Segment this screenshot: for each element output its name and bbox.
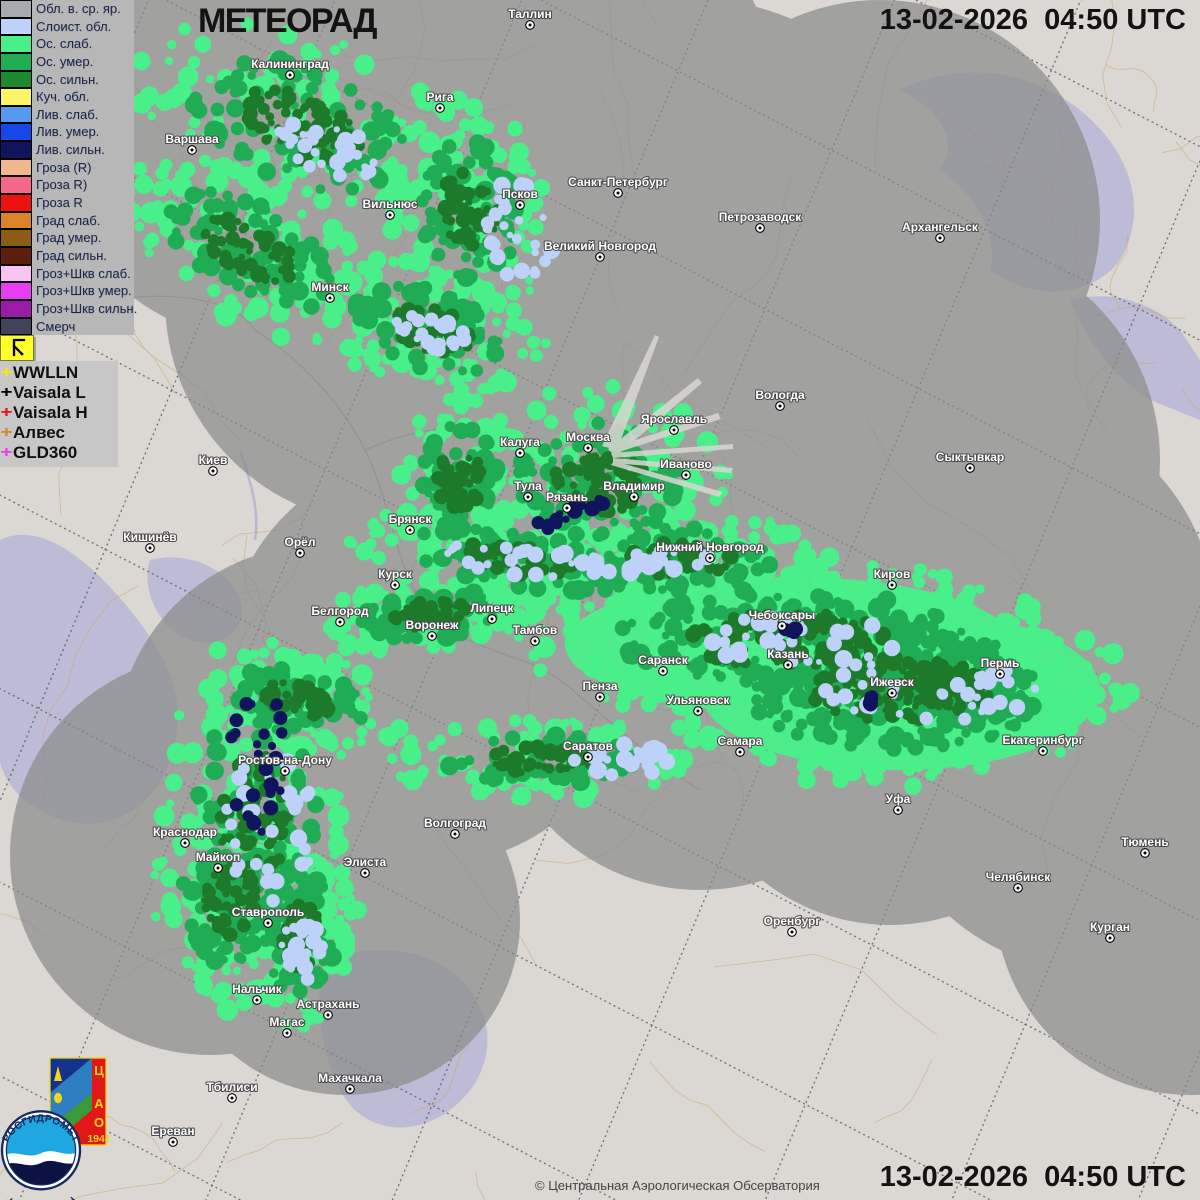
svg-text:Ставрополь: Ставрополь <box>232 905 305 919</box>
svg-text:Ц: Ц <box>94 1063 104 1078</box>
svg-text:Пенза: Пенза <box>582 679 617 693</box>
svg-text:Тбилиси: Тбилиси <box>206 1080 257 1094</box>
svg-text:Варшава: Варшава <box>165 132 219 146</box>
svg-text:Челябинск: Челябинск <box>986 870 1051 884</box>
svg-text:Белгород: Белгород <box>311 604 369 618</box>
svg-text:Иваново: Иваново <box>660 457 712 471</box>
svg-text:Киев: Киев <box>199 453 228 467</box>
svg-text:Тамбов: Тамбов <box>513 623 558 637</box>
svg-text:Уфа: Уфа <box>886 792 911 806</box>
svg-text:Калуга: Калуга <box>500 435 540 449</box>
svg-text:Вологда: Вологда <box>755 388 805 402</box>
svg-text:Чебоксары: Чебоксары <box>749 608 816 622</box>
svg-text:Владимир: Владимир <box>603 479 665 493</box>
svg-text:Ереван: Ереван <box>151 1124 194 1138</box>
svg-text:Тула: Тула <box>514 479 542 493</box>
svg-text:Курган: Курган <box>1090 920 1130 934</box>
svg-text:Саранск: Саранск <box>638 653 688 667</box>
svg-text:Архангельск: Архангельск <box>902 220 979 234</box>
svg-text:Липецк: Липецк <box>470 601 514 615</box>
svg-text:Кишинёв: Кишинёв <box>123 530 176 544</box>
svg-text:Волгоград: Волгоград <box>424 816 486 830</box>
svg-text:Элиста: Элиста <box>344 855 387 869</box>
svg-text:1941: 1941 <box>87 1133 111 1145</box>
svg-text:Воронеж: Воронеж <box>406 618 459 632</box>
svg-text:Астрахань: Астрахань <box>296 997 359 1011</box>
svg-text:Майкоп: Майкоп <box>196 850 241 864</box>
svg-text:Рязань: Рязань <box>546 490 588 504</box>
svg-text:Москва: Москва <box>566 430 610 444</box>
svg-text:Киров: Киров <box>874 567 911 581</box>
svg-text:Вильнюс: Вильнюс <box>362 197 417 211</box>
svg-text:Ижевск: Ижевск <box>870 675 914 689</box>
svg-text:Ярославль: Ярославль <box>641 412 707 426</box>
svg-text:Курск: Курск <box>378 567 413 581</box>
svg-text:Нальчик: Нальчик <box>232 982 283 996</box>
svg-text:Петрозаводск: Петрозаводск <box>719 210 803 224</box>
svg-text:Ульяновск: Ульяновск <box>666 693 730 707</box>
svg-text:Псков: Псков <box>502 187 538 201</box>
svg-text:Тюмень: Тюмень <box>1121 835 1168 849</box>
svg-text:Махачкала: Махачкала <box>318 1071 382 1085</box>
svg-text:Самара: Самара <box>718 734 763 748</box>
svg-text:Минск: Минск <box>311 280 349 294</box>
svg-text:Оренбург: Оренбург <box>764 914 821 928</box>
svg-text:Брянск: Брянск <box>389 512 433 526</box>
svg-text:Орёл: Орёл <box>285 535 316 549</box>
svg-text:Саратов: Саратов <box>563 739 613 753</box>
svg-text:Санкт-Петербург: Санкт-Петербург <box>568 175 668 189</box>
svg-text:Калининград: Калининград <box>251 57 329 71</box>
svg-text:ROSHYDROMET: ROSHYDROMET <box>4 1195 78 1200</box>
svg-text:Ростов-на-Дону: Ростов-на-Дону <box>238 753 332 767</box>
svg-text:А: А <box>94 1096 104 1111</box>
svg-text:Нижний Новгород: Нижний Новгород <box>656 540 764 554</box>
svg-text:Магас: Магас <box>269 1015 304 1029</box>
svg-text:Казань: Казань <box>767 647 808 661</box>
svg-text:Сыктывкар: Сыктывкар <box>936 450 1004 464</box>
svg-text:О: О <box>94 1115 104 1130</box>
svg-text:Екатеринбург: Екатеринбург <box>1002 733 1083 747</box>
svg-text:Краснодар: Краснодар <box>153 825 217 839</box>
svg-text:Рига: Рига <box>426 90 453 104</box>
svg-text:Таллин: Таллин <box>508 7 552 21</box>
svg-text:Великий Новгород: Великий Новгород <box>544 239 656 253</box>
svg-text:Пермь: Пермь <box>981 656 1020 670</box>
